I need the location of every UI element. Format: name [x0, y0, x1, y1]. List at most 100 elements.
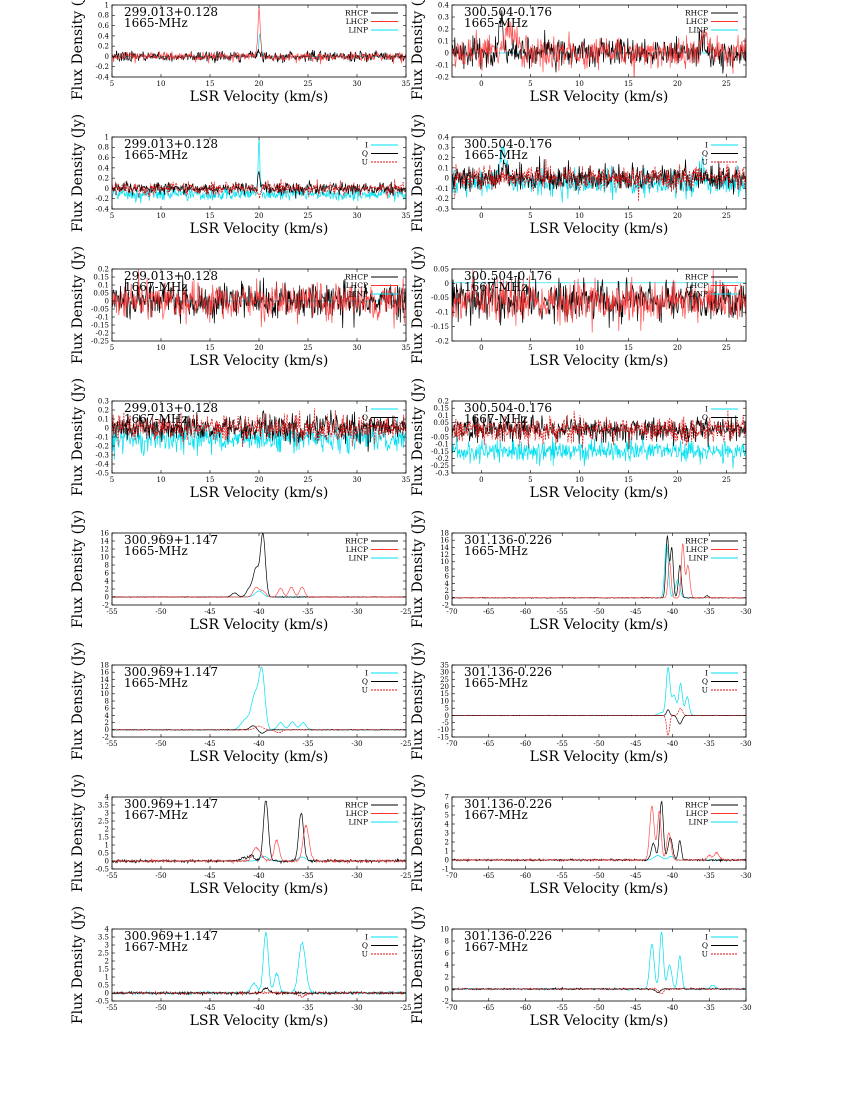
x-axis-label: LSR Velocity (km/s) [190, 1013, 329, 1029]
y-tick-label: 0 [445, 712, 449, 720]
x-tick-label: -45 [204, 740, 215, 748]
x-tick-label: 5 [110, 212, 114, 220]
y-tick-label: 10 [440, 925, 449, 933]
y-axis-label: Flux Density (Jy) [70, 774, 86, 892]
y-axis-label: Flux Density (Jy) [410, 642, 426, 760]
legend-entry-i: I [365, 405, 368, 414]
y-tick-label: -0.2 [436, 73, 450, 81]
y-tick-label: -0.3 [436, 469, 450, 477]
source-name-label: 300.504-0.176 [464, 269, 552, 283]
y-tick-label: -0.1 [436, 61, 450, 69]
y-tick-label: 2 [105, 825, 109, 833]
x-axis-label: LSR Velocity (km/s) [190, 881, 329, 897]
x-tick-label: -50 [155, 1004, 166, 1012]
legend-entry-lhcp: LHCP [686, 17, 708, 26]
frequency-label: 1667-MHz [124, 940, 188, 954]
x-tick-label: -60 [520, 608, 531, 616]
y-tick-label: 7 [445, 793, 449, 801]
x-tick-label: -25 [400, 1004, 411, 1012]
legend-entry-lhcp: LHCP [346, 281, 368, 290]
x-tick-label: 20 [673, 80, 682, 88]
legend-entry-u: U [362, 950, 368, 959]
x-tick-label: 15 [624, 212, 633, 220]
legend-entry-i: I [365, 141, 368, 150]
spectrum-panel-3: 5 10 15 20 25 30 35 -0.4 -0.2 0 0.2 0.4 0.6 0.8 1 LSR V… [70, 114, 410, 237]
spectrum-panel-12: -70 -65 -60 -55 -50 -45 -40 -35 -30-15-10-505101… [410, 642, 752, 765]
legend-entry-rhcp: RHCP [685, 9, 708, 18]
x-tick-label: 35 [402, 344, 411, 352]
legend-entry-q: Q [702, 941, 708, 950]
x-tick-label: 20 [673, 344, 682, 352]
x-tick-label: -25 [400, 740, 411, 748]
x-tick-label: 5 [110, 80, 114, 88]
y-tick-label: 6 [445, 802, 450, 810]
x-tick-label: 20 [255, 476, 264, 484]
y-tick-label: 1 [105, 973, 109, 981]
x-axis-label: LSR Velocity (km/s) [530, 221, 669, 237]
y-tick-label: 6 [445, 949, 450, 957]
series-line-u [112, 725, 406, 734]
x-tick-label: 20 [255, 80, 264, 88]
y-tick-label: 0.2 [438, 25, 449, 33]
x-tick-label: -45 [204, 1004, 215, 1012]
x-tick-label: -35 [302, 608, 313, 616]
spectrum-panel-8: 0 5 10 15 20 25-0.3-0.25-0.2-0.15-0.1-0.0500.… [410, 378, 747, 501]
x-tick-label: -30 [351, 608, 362, 616]
frequency-label: 1665-MHz [124, 544, 188, 558]
x-tick-label: -55 [106, 1004, 117, 1012]
series-line-q [452, 413, 746, 450]
y-tick-label: -0.1 [96, 433, 110, 441]
x-tick-label: -50 [155, 608, 166, 616]
x-axis-label: LSR Velocity (km/s) [530, 617, 669, 633]
y-tick-label: -5 [442, 719, 449, 727]
y-tick-label: -0.05 [431, 294, 449, 302]
y-tick-label: -0.15 [91, 321, 109, 329]
y-tick-label: 10 [100, 690, 109, 698]
x-tick-label: -55 [557, 740, 568, 748]
y-tick-label: -0.25 [91, 337, 109, 345]
series-line-q [452, 709, 746, 725]
legend-entry-rhcp: RHCP [345, 537, 368, 546]
x-tick-label: 35 [402, 80, 411, 88]
x-tick-label: -50 [593, 872, 604, 880]
x-axis-label: LSR Velocity (km/s) [530, 89, 669, 105]
x-axis-label: LSR Velocity (km/s) [190, 221, 329, 237]
x-tick-label: 0 [479, 212, 483, 220]
y-tick-label: 0.4 [438, 1, 450, 9]
frequency-label: 1665-MHz [464, 544, 528, 558]
x-tick-label: -35 [302, 740, 313, 748]
y-tick-label: -0.4 [96, 460, 110, 468]
source-name-label: 301.136-0.226 [464, 797, 552, 811]
legend-entry-lhcp: LHCP [346, 809, 368, 818]
y-tick-label: -0.5 [96, 469, 110, 477]
x-tick-label: -55 [557, 872, 568, 880]
x-tick-label: -30 [740, 1004, 751, 1012]
x-tick-label: -55 [106, 872, 117, 880]
legend-entry-i: I [365, 669, 368, 678]
y-axis-label: Flux Density (Jy) [70, 114, 86, 232]
x-tick-label: -35 [302, 872, 313, 880]
y-tick-label: 8 [445, 937, 449, 945]
x-tick-label: -60 [520, 1004, 531, 1012]
legend-entry-q: Q [702, 149, 708, 158]
y-tick-label: 0 [445, 985, 449, 993]
plot-frame [451, 136, 747, 210]
x-tick-label: 5 [528, 476, 532, 484]
y-tick-label: -0.2 [96, 195, 110, 203]
y-tick-label: -0.25 [431, 462, 449, 470]
series-line-u [112, 179, 406, 199]
plot-frame [451, 268, 747, 342]
x-tick-label: 25 [304, 344, 313, 352]
y-tick-label: 4 [105, 793, 110, 801]
y-tick-label: -0.4 [96, 205, 110, 213]
legend-entry-u: U [702, 422, 708, 431]
y-tick-label: -0.2 [96, 442, 110, 450]
y-tick-label: 0.3 [438, 144, 449, 152]
frequency-label: 1667-MHz [124, 808, 188, 822]
x-axis-label: LSR Velocity (km/s) [190, 89, 329, 105]
x-tick-label: -40 [253, 608, 264, 616]
legend-entry-rhcp: RHCP [685, 273, 708, 282]
source-name-label: 301.136-0.226 [464, 533, 552, 547]
y-tick-label: 0.3 [438, 13, 449, 21]
